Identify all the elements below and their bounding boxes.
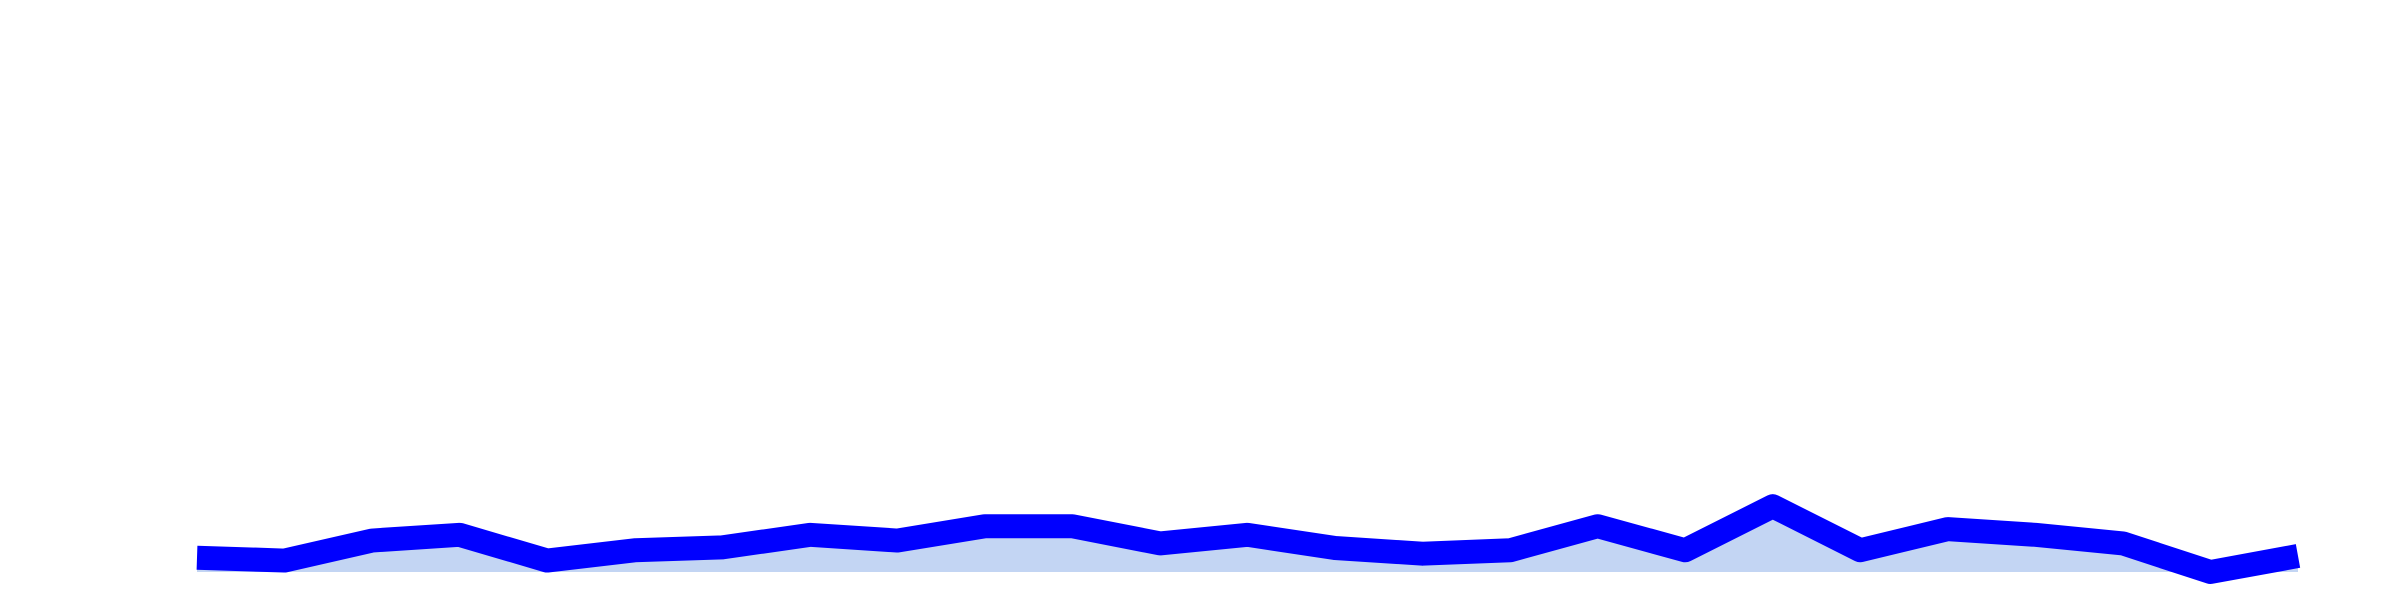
data-point-0-0 [194, 555, 200, 561]
data-point-0-6 [719, 544, 725, 550]
data-point-0-2 [369, 538, 375, 544]
data-point-0-14 [1420, 551, 1426, 557]
data-point-0-20 [1945, 526, 1951, 532]
data-point-0-19 [1857, 547, 1863, 553]
data-point-0-12 [1245, 532, 1251, 538]
data-point-0-7 [807, 532, 813, 538]
data-point-0-15 [1507, 547, 1513, 553]
data-point-0-23 [2207, 569, 2213, 575]
data-point-0-1 [282, 558, 288, 564]
data-point-0-5 [632, 547, 638, 553]
data-point-0-3 [457, 532, 463, 538]
data-point-0-10 [1069, 523, 1075, 529]
data-point-0-24 [2295, 553, 2301, 559]
data-point-0-13 [1332, 545, 1338, 551]
data-point-0-8 [894, 538, 900, 544]
series-line-0 [196, 494, 2301, 584]
data-point-0-11 [1157, 540, 1163, 546]
data-point-0-17 [1682, 547, 1688, 553]
data-point-0-16 [1595, 523, 1601, 529]
data-point-0-22 [2120, 540, 2126, 546]
data-point-0-4 [544, 558, 550, 564]
series-line-layer [194, 494, 2301, 584]
data-point-0-18 [1770, 503, 1776, 509]
data-point-0-9 [982, 523, 988, 529]
data-point-0-21 [2032, 532, 2038, 538]
